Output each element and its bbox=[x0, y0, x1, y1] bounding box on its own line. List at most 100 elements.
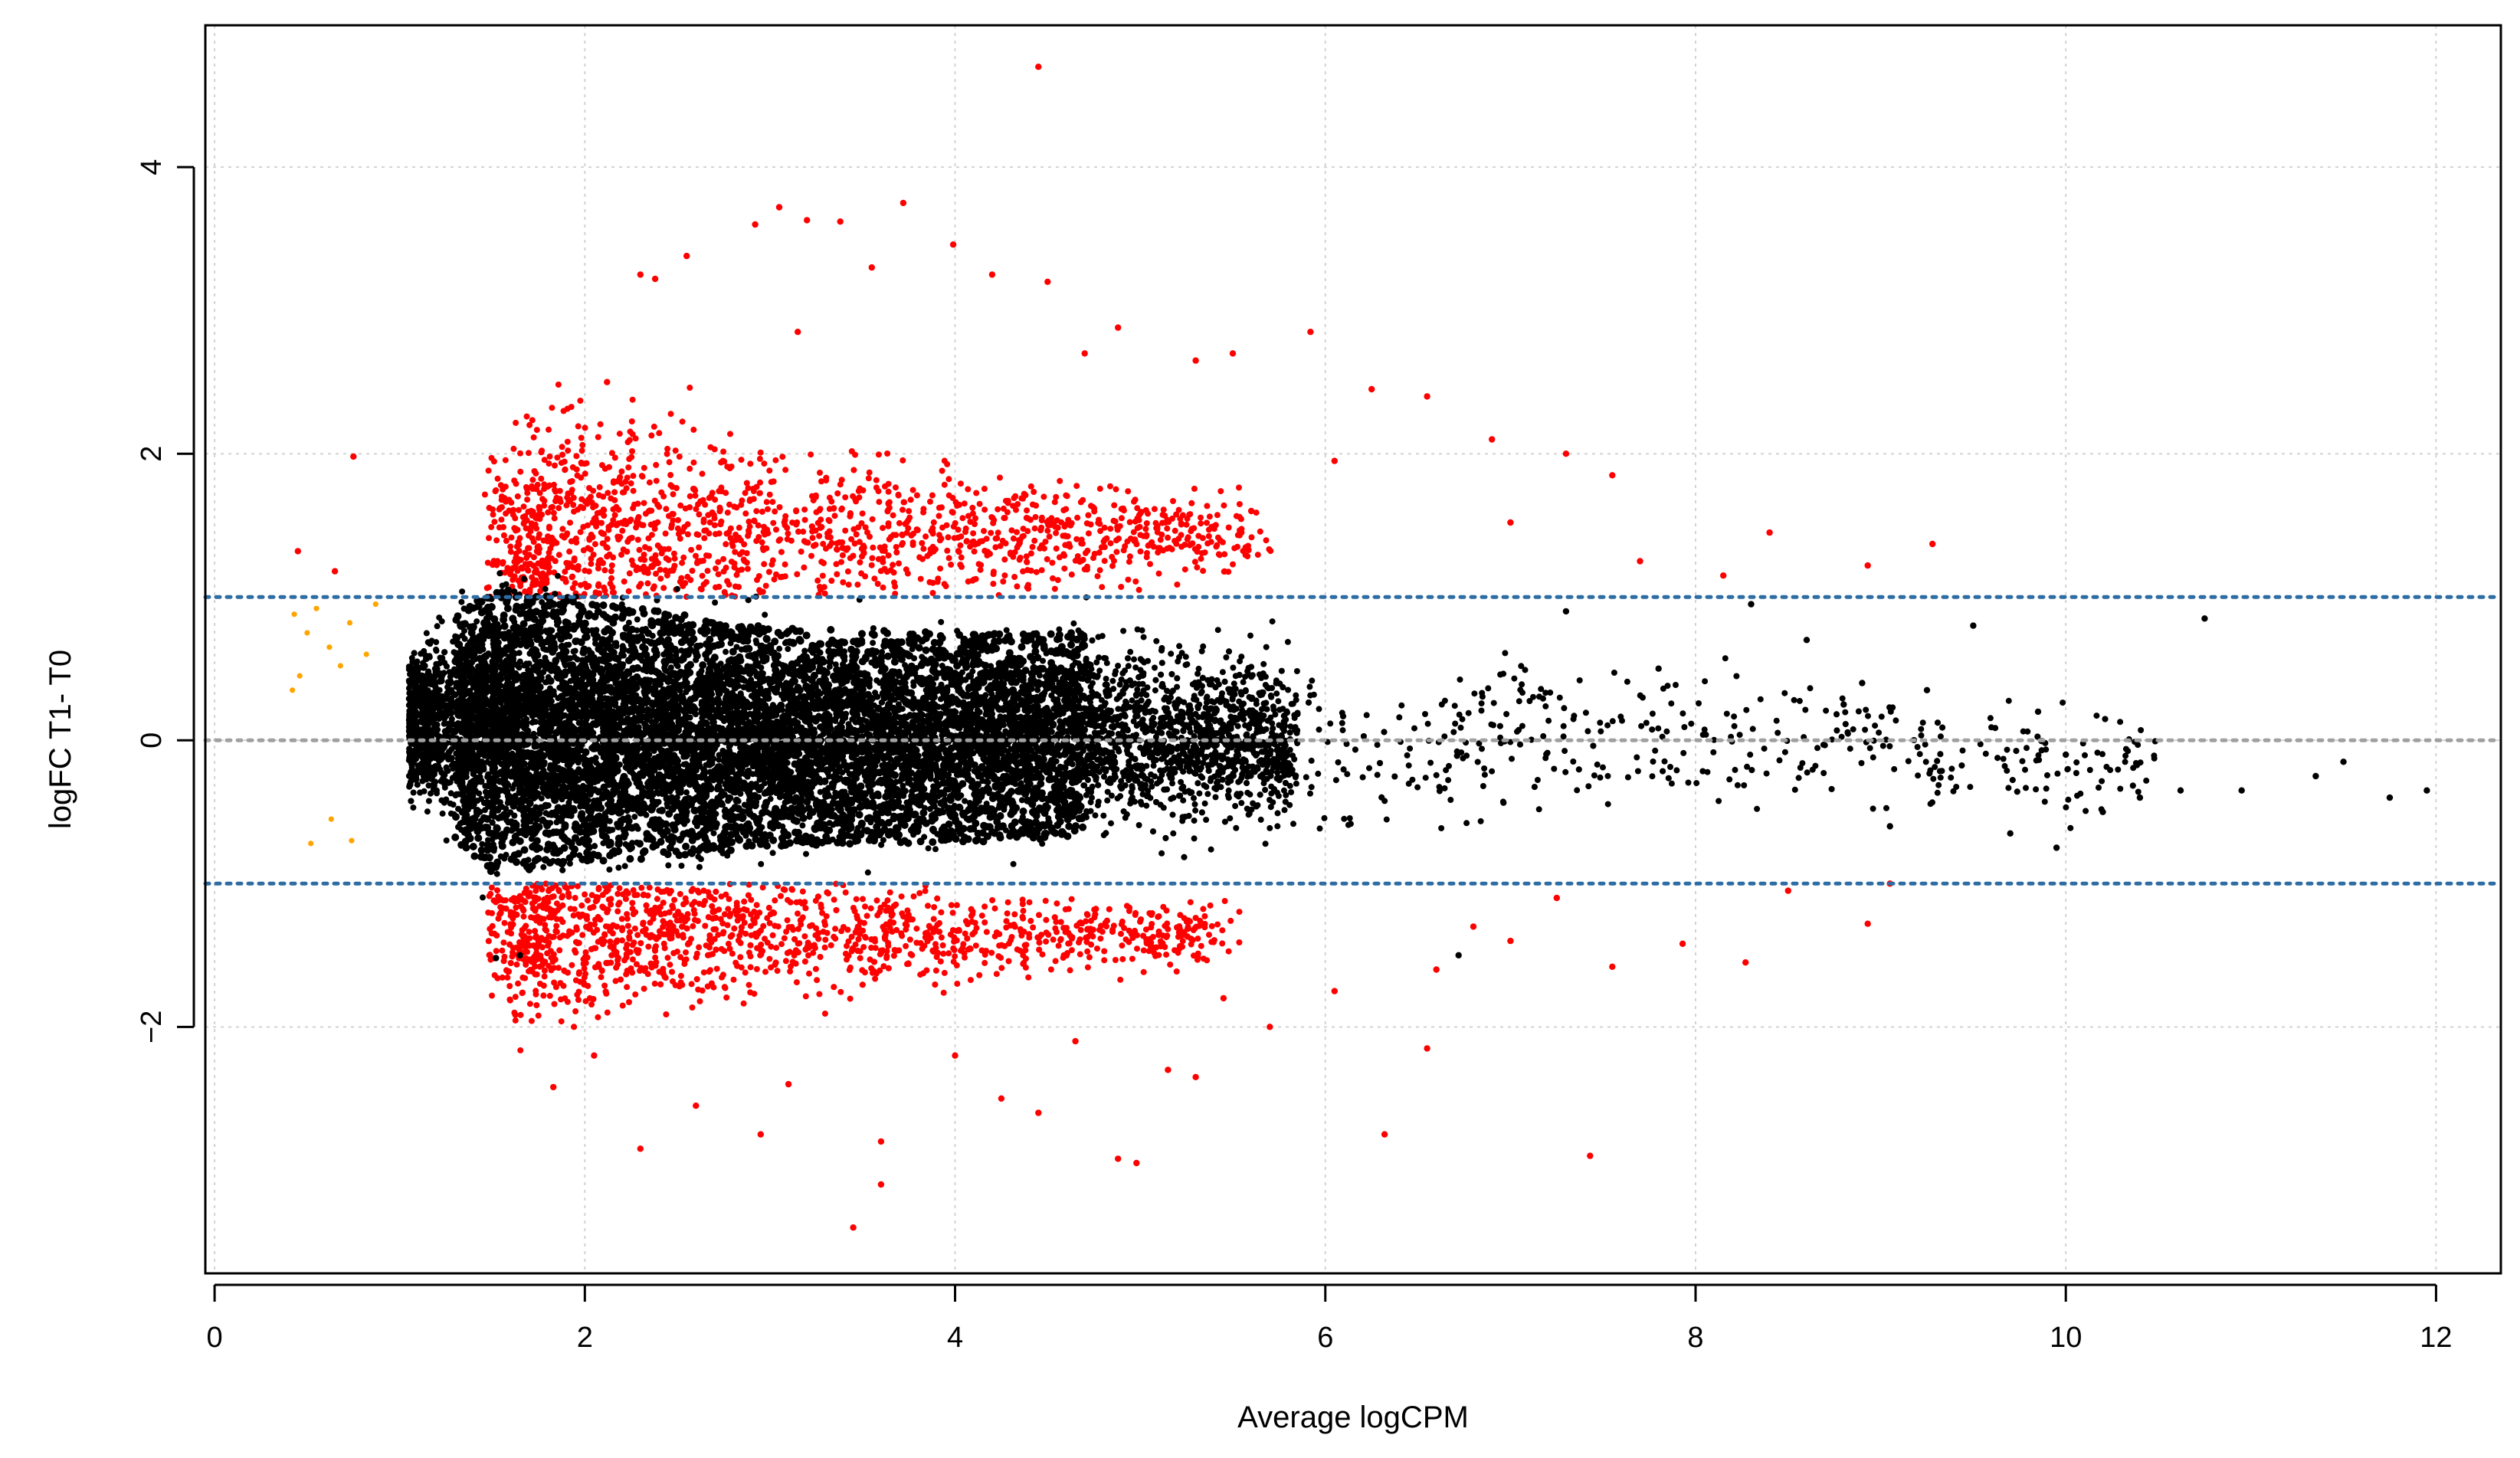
significant-point bbox=[762, 968, 768, 975]
significant-point bbox=[713, 888, 719, 895]
nonsignificant-point bbox=[1132, 664, 1139, 671]
significant-point bbox=[822, 936, 829, 943]
significant-point bbox=[702, 922, 709, 929]
significant-point bbox=[1101, 948, 1108, 955]
significant-point bbox=[773, 526, 779, 533]
significant-point bbox=[827, 942, 834, 949]
significant-point bbox=[871, 958, 877, 965]
significant-point bbox=[757, 1131, 764, 1138]
significant-point bbox=[516, 548, 523, 554]
significant-point bbox=[515, 506, 522, 513]
significant-point bbox=[1181, 566, 1188, 573]
significant-point bbox=[632, 991, 639, 998]
significant-point bbox=[834, 490, 841, 496]
nonsignificant-point bbox=[1109, 677, 1116, 684]
significant-point bbox=[913, 492, 920, 499]
significant-point bbox=[511, 559, 518, 565]
nonsignificant-point bbox=[1823, 707, 1830, 714]
significant-point bbox=[491, 519, 498, 526]
significant-point bbox=[683, 252, 690, 260]
significant-point bbox=[1742, 959, 1749, 966]
significant-point bbox=[624, 911, 631, 918]
significant-point bbox=[1207, 902, 1214, 909]
significant-point bbox=[1063, 532, 1070, 539]
significant-point bbox=[726, 465, 733, 472]
significant-point bbox=[759, 948, 765, 955]
nonsignificant-point bbox=[1680, 749, 1687, 756]
significant-point bbox=[1081, 350, 1088, 357]
significant-point bbox=[607, 939, 614, 945]
significant-point bbox=[885, 480, 892, 487]
significant-point bbox=[491, 971, 498, 978]
significant-point bbox=[789, 519, 796, 526]
significant-point bbox=[517, 556, 524, 563]
significant-point bbox=[957, 480, 964, 487]
nonsignificant-point bbox=[1937, 774, 1944, 781]
significant-point bbox=[525, 450, 532, 457]
significant-point bbox=[723, 490, 729, 496]
significant-point bbox=[522, 975, 529, 981]
significant-point bbox=[494, 475, 501, 482]
significant-point bbox=[645, 943, 652, 950]
significant-point bbox=[794, 571, 801, 578]
nonsignificant-point bbox=[1726, 776, 1733, 783]
significant-point bbox=[866, 469, 873, 476]
nonsignificant-point bbox=[1930, 775, 1937, 782]
significant-point bbox=[601, 567, 608, 574]
significant-point bbox=[1221, 551, 1228, 558]
significant-point bbox=[718, 945, 725, 952]
significant-point bbox=[1031, 537, 1038, 544]
significant-point bbox=[696, 511, 703, 518]
significant-point bbox=[487, 952, 493, 958]
significant-point bbox=[970, 538, 977, 545]
significant-point bbox=[644, 580, 651, 587]
significant-point bbox=[484, 559, 491, 566]
significant-point bbox=[693, 1103, 700, 1109]
significant-point bbox=[955, 526, 962, 533]
significant-point bbox=[671, 555, 678, 562]
nonsignificant-point bbox=[1422, 775, 1429, 781]
significant-point bbox=[929, 525, 936, 532]
significant-point bbox=[857, 485, 863, 492]
significant-point bbox=[1117, 976, 1124, 983]
significant-point bbox=[671, 562, 678, 569]
significant-point bbox=[753, 902, 760, 909]
significant-point bbox=[1424, 393, 1430, 400]
significant-point bbox=[1140, 932, 1147, 939]
significant-point bbox=[664, 451, 670, 457]
significant-point bbox=[939, 467, 945, 474]
significant-point bbox=[512, 994, 519, 1001]
data-points bbox=[290, 64, 2430, 1231]
significant-point bbox=[1166, 545, 1173, 551]
significant-point bbox=[549, 534, 555, 541]
significant-point bbox=[923, 929, 930, 936]
significant-point bbox=[1165, 534, 1172, 541]
significant-point bbox=[943, 522, 950, 529]
significant-point bbox=[640, 522, 647, 529]
significant-point bbox=[1103, 923, 1109, 930]
significant-point bbox=[507, 960, 514, 966]
significant-point bbox=[869, 555, 876, 562]
significant-point bbox=[1001, 515, 1008, 521]
significant-point bbox=[490, 458, 497, 465]
significant-point bbox=[710, 926, 717, 932]
significant-point bbox=[1152, 519, 1159, 526]
significant-point bbox=[752, 221, 759, 228]
significant-point bbox=[949, 241, 957, 248]
nonsignificant-point bbox=[1293, 668, 1300, 674]
significant-point bbox=[1017, 539, 1023, 546]
significant-point bbox=[597, 557, 604, 564]
nonsignificant-point bbox=[1203, 817, 1210, 823]
significant-point bbox=[936, 504, 942, 511]
significant-point bbox=[646, 546, 653, 552]
significant-point bbox=[1609, 472, 1616, 479]
significant-point bbox=[696, 558, 703, 565]
significant-point bbox=[652, 904, 659, 911]
significant-point bbox=[578, 447, 585, 454]
significant-point bbox=[1118, 930, 1124, 937]
significant-point bbox=[690, 486, 696, 492]
significant-point bbox=[855, 524, 862, 531]
significant-point bbox=[901, 499, 908, 506]
significant-point bbox=[807, 922, 814, 929]
significant-point bbox=[808, 552, 814, 559]
